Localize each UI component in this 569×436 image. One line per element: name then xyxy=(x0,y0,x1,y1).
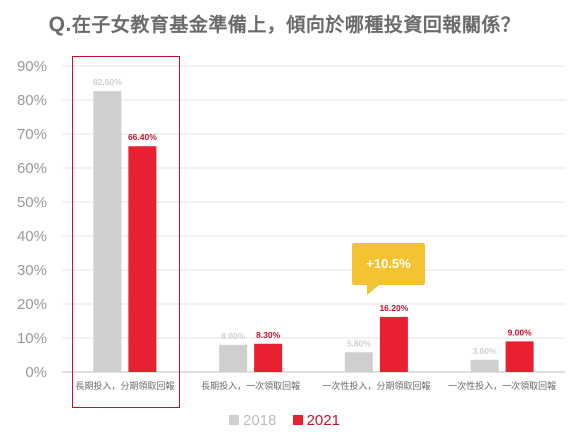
legend-label-2018: 2018 xyxy=(243,412,277,429)
legend: 2018 2021 xyxy=(0,412,569,429)
data-label-2018: 82.60% xyxy=(93,77,122,87)
x-category-label: 一次性投入，一次領取回報 xyxy=(448,380,556,392)
bar-2018 xyxy=(93,91,122,372)
y-tick-label: 20% xyxy=(17,296,47,313)
chart-title: Q.在子女教育基金準備上，傾向於哪種投資回報關係？ xyxy=(0,10,569,37)
bar-2021 xyxy=(379,316,408,372)
legend-item-2018: 2018 xyxy=(229,412,276,429)
legend-swatch-2018 xyxy=(229,415,240,425)
highlight-box xyxy=(72,56,180,408)
bars xyxy=(93,91,534,372)
bar-2018 xyxy=(470,359,499,372)
data-label-2021: 8.30% xyxy=(256,330,281,340)
title-prefix: Q. xyxy=(48,13,72,36)
data-label-2018: 5.80% xyxy=(347,338,372,348)
bar-2021 xyxy=(505,341,534,372)
y-tick-label: 40% xyxy=(17,228,47,245)
y-axis-ticks: 0% 10% 20% 30% 40% 50% 60% 70% 80% 90% xyxy=(17,58,47,381)
x-axis-categories: 長期投入，分期領取回報 長期投入，一次領取回報 一次性投入，分期領取回報 一次性投入，… xyxy=(75,380,556,392)
data-label-2021: 66.40% xyxy=(128,132,157,142)
callout-pointer xyxy=(367,285,379,295)
bar-2021 xyxy=(128,146,157,372)
bar-2021 xyxy=(254,343,283,372)
legend-swatch-2021 xyxy=(292,415,303,425)
bar-2018 xyxy=(219,344,248,372)
y-tick-label: 60% xyxy=(17,160,47,177)
data-labels: 82.60% 66.40% 8.00% 8.30% 5.80% 16.20% 3.60% 9.… xyxy=(93,77,532,356)
y-tick-label: 0% xyxy=(25,364,47,381)
growth-callout: +10.5% xyxy=(352,243,425,285)
x-category-label: 長期投入，一次領取回報 xyxy=(201,380,300,392)
title-text: 在子女教育基金準備上，傾向於哪種投資回報關係？ xyxy=(71,14,521,36)
bar-2018 xyxy=(344,352,373,372)
y-tick-label: 10% xyxy=(17,330,47,347)
y-tick-label: 90% xyxy=(17,58,47,75)
data-label-2018: 3.60% xyxy=(473,346,498,356)
data-label-2021: 9.00% xyxy=(508,327,533,337)
y-tick-label: 80% xyxy=(17,92,47,109)
x-category-label: 一次性投入，分期領取回報 xyxy=(322,380,430,392)
data-label-2018: 8.00% xyxy=(221,331,246,341)
y-tick-label: 70% xyxy=(17,126,47,143)
y-tick-label: 30% xyxy=(17,262,47,279)
legend-label-2021: 2021 xyxy=(306,412,340,429)
growth-callout-text: +10.5% xyxy=(366,256,411,271)
data-label-2021: 16.20% xyxy=(379,303,408,313)
x-category-label: 長期投入，分期領取回報 xyxy=(75,380,174,392)
y-tick-label: 50% xyxy=(17,194,47,211)
legend-item-2021: 2021 xyxy=(292,412,340,429)
